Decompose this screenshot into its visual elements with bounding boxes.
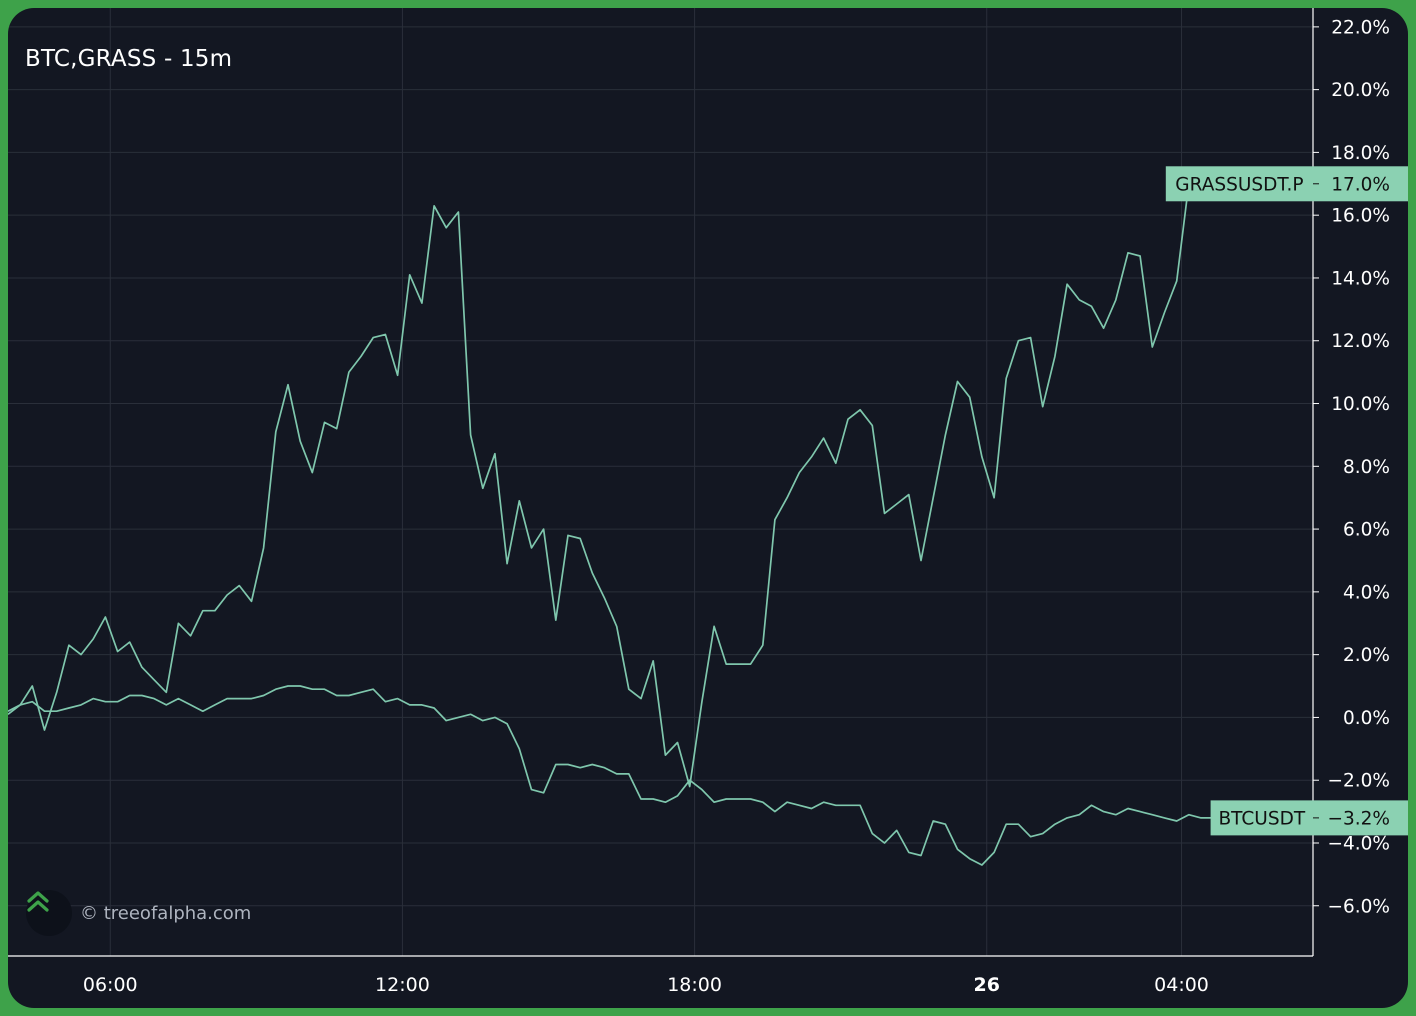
y-axis-ticks: 22.0% 20.0% 18.0% 16.0% 14.0% 12.0% 10.0% 8.0% 6… <box>1313 17 1390 917</box>
y-tick-label: −4.0% <box>1327 833 1390 854</box>
series-name-label-bg <box>1165 166 1313 202</box>
y-tick-label: 2.0% <box>1343 645 1390 666</box>
y-tick-label: 10.0% <box>1331 394 1390 415</box>
series-value-label: 17.0% <box>1331 174 1390 195</box>
y-tick-label: −2.0% <box>1327 771 1390 792</box>
y-tick-label: 4.0% <box>1343 582 1390 603</box>
chart-frame: 22.0% 20.0% 18.0% 16.0% 14.0% 12.0% 10.0% 8.0% 6… <box>8 8 1408 1008</box>
last-value-labels: GRASSUSDT.P 17.0% BTCUSDT −3.2% <box>1165 166 1408 836</box>
x-axis-ticks: 06:00 12:00 18:00 26 04:00 <box>83 974 1209 996</box>
x-tick-label: 26 <box>974 974 1000 996</box>
y-tick-label: 16.0% <box>1331 206 1390 227</box>
series-name-label: BTCUSDT <box>1218 808 1305 829</box>
axes <box>8 8 1314 957</box>
chart-title: BTC,GRASS - 15m <box>25 46 233 72</box>
x-tick-label: 12:00 <box>375 974 430 996</box>
y-tick-label: 8.0% <box>1343 457 1390 478</box>
y-tick-label: 14.0% <box>1331 268 1390 289</box>
grid <box>8 8 1313 956</box>
series-name-label: GRASSUSDT.P <box>1175 174 1303 195</box>
chart-canvas[interactable]: 22.0% 20.0% 18.0% 16.0% 14.0% 12.0% 10.0% 8.0% 6… <box>8 8 1408 1008</box>
y-tick-label: 20.0% <box>1331 80 1390 101</box>
y-tick-label: 22.0% <box>1331 17 1390 38</box>
watermark-text: © treeofalpha.com <box>80 902 252 924</box>
series-value-label-bg <box>1313 166 1408 202</box>
series-value-label-bg <box>1313 800 1408 836</box>
y-tick-label: 6.0% <box>1343 520 1390 541</box>
x-tick-label: 18:00 <box>667 974 722 996</box>
x-tick-label: 06:00 <box>83 974 138 996</box>
y-tick-label: −6.0% <box>1327 896 1390 917</box>
watermark[interactable]: © treeofalpha.com <box>26 889 251 937</box>
series-line-btcusdt <box>8 685 1214 866</box>
treeofalpha-logo-icon <box>26 890 72 936</box>
y-tick-label: 18.0% <box>1331 143 1390 164</box>
series-name-label-bg <box>1210 800 1313 836</box>
series-line-grassusdt-p <box>8 183 1190 788</box>
series-lines <box>8 183 1214 866</box>
y-tick-label: 12.0% <box>1331 331 1390 352</box>
x-tick-label: 04:00 <box>1154 974 1209 996</box>
y-tick-label: 0.0% <box>1343 708 1390 729</box>
series-value-label: −3.2% <box>1327 808 1390 829</box>
